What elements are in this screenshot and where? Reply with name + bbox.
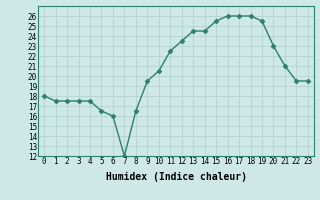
X-axis label: Humidex (Indice chaleur): Humidex (Indice chaleur) <box>106 172 246 182</box>
